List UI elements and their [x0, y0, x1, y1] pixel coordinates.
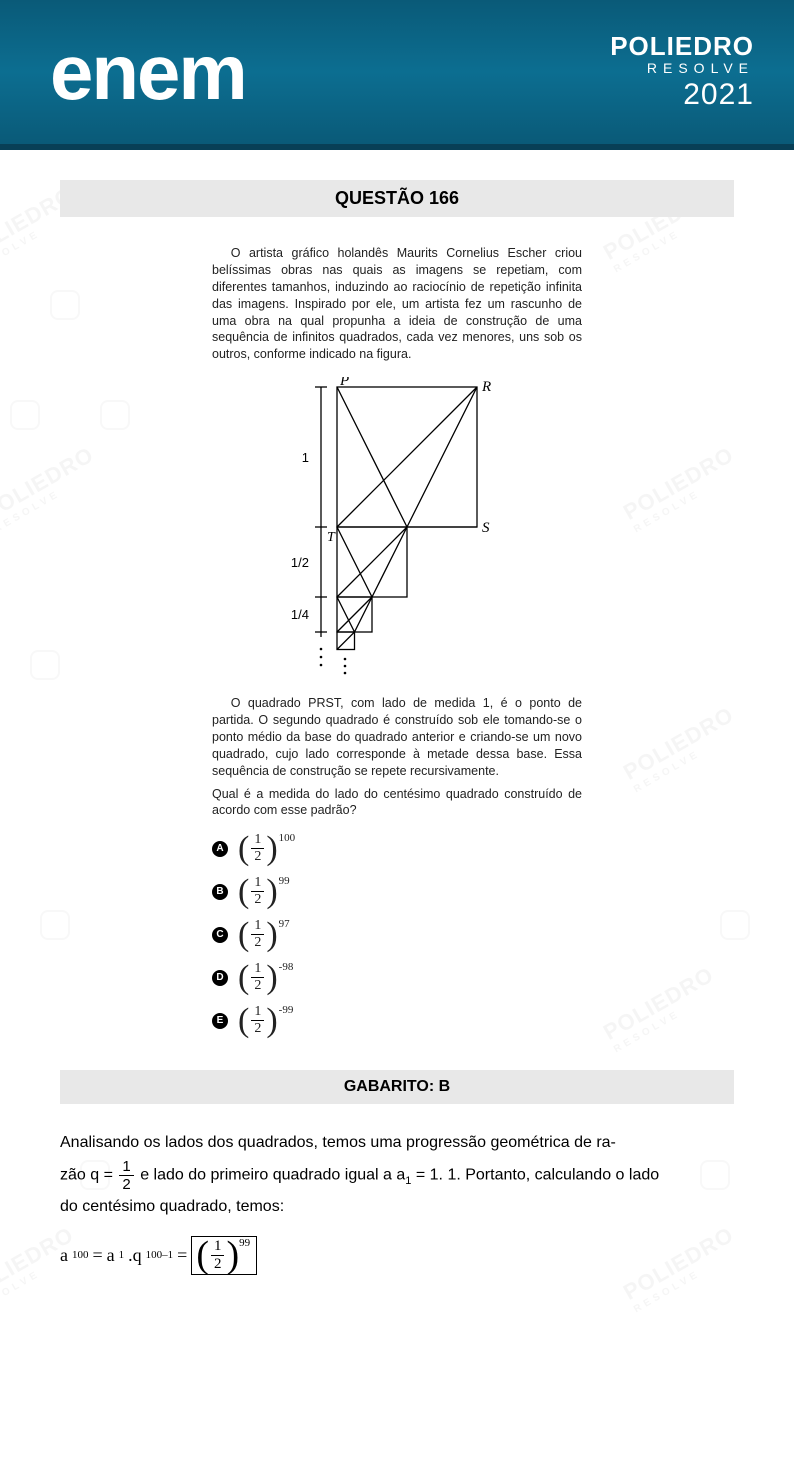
svg-text:1: 1: [302, 450, 309, 465]
alt-math-e: ( 12 )-99: [238, 1005, 292, 1036]
page-header: enem POLIEDRO RESOLVE 2021: [0, 0, 794, 150]
alternative-d: D ( 12 )-98: [212, 962, 582, 993]
alt-math-a: ( 12 )100: [238, 833, 294, 864]
brand-name: POLIEDRO: [610, 33, 754, 60]
alternative-b: B ( 12 )99: [212, 876, 582, 907]
brand-year: 2021: [610, 79, 754, 111]
solution-line-2: zão q = 12 e lado do primeiro quadrado i…: [60, 1159, 734, 1192]
question-paragraph-3: Qual é a medida do lado do centésimo qua…: [212, 786, 582, 820]
question-body: O artista gráfico holandês Maurits Corne…: [212, 245, 582, 1036]
question-number-bar: QUESTÃO 166: [60, 180, 734, 217]
alternative-c: C ( 12 )97: [212, 919, 582, 950]
alt-math-c: ( 12 )97: [238, 919, 289, 950]
alt-label-e: E: [212, 1013, 228, 1029]
alternatives-list: A ( 12 )100 B ( 12 )99 C ( 12: [212, 833, 582, 1036]
poliedro-brand: POLIEDRO RESOLVE 2021: [610, 33, 754, 110]
question-paragraph-1: O artista gráfico holandês Maurits Corne…: [212, 245, 582, 363]
solution-line-1: Analisando os lados dos quadrados, temos…: [60, 1128, 734, 1158]
solution-text: Analisando os lados dos quadrados, temos…: [60, 1128, 734, 1275]
enem-logo: enem: [50, 33, 246, 111]
brand-tagline: RESOLVE: [610, 61, 754, 76]
svg-text:1/2: 1/2: [291, 555, 309, 570]
svg-text:R: R: [481, 379, 491, 395]
alternative-a: A ( 12 )100: [212, 833, 582, 864]
alt-math-b: ( 12 )99: [238, 876, 289, 907]
svg-text:1/4: 1/4: [291, 607, 309, 622]
question-figure: P R S T 1 1/2 1/4: [257, 377, 537, 677]
alt-math-d: ( 12 )-98: [238, 962, 292, 993]
alt-label-a: A: [212, 841, 228, 857]
solution-line-3: do centésimo quadrado, temos:: [60, 1192, 734, 1222]
answer-key-bar: GABARITO: B: [60, 1070, 734, 1104]
svg-text:T: T: [327, 530, 336, 545]
question-paragraph-2: O quadrado PRST, com lado de medida 1, é…: [212, 695, 582, 779]
alt-label-c: C: [212, 927, 228, 943]
solution-formula: a100 = a1 .q100–1 = ( 12 )99: [60, 1236, 734, 1275]
alt-label-d: D: [212, 970, 228, 986]
alternative-e: E ( 12 )-99: [212, 1005, 582, 1036]
alt-label-b: B: [212, 884, 228, 900]
svg-text:P: P: [339, 377, 349, 389]
svg-text:S: S: [482, 520, 490, 536]
